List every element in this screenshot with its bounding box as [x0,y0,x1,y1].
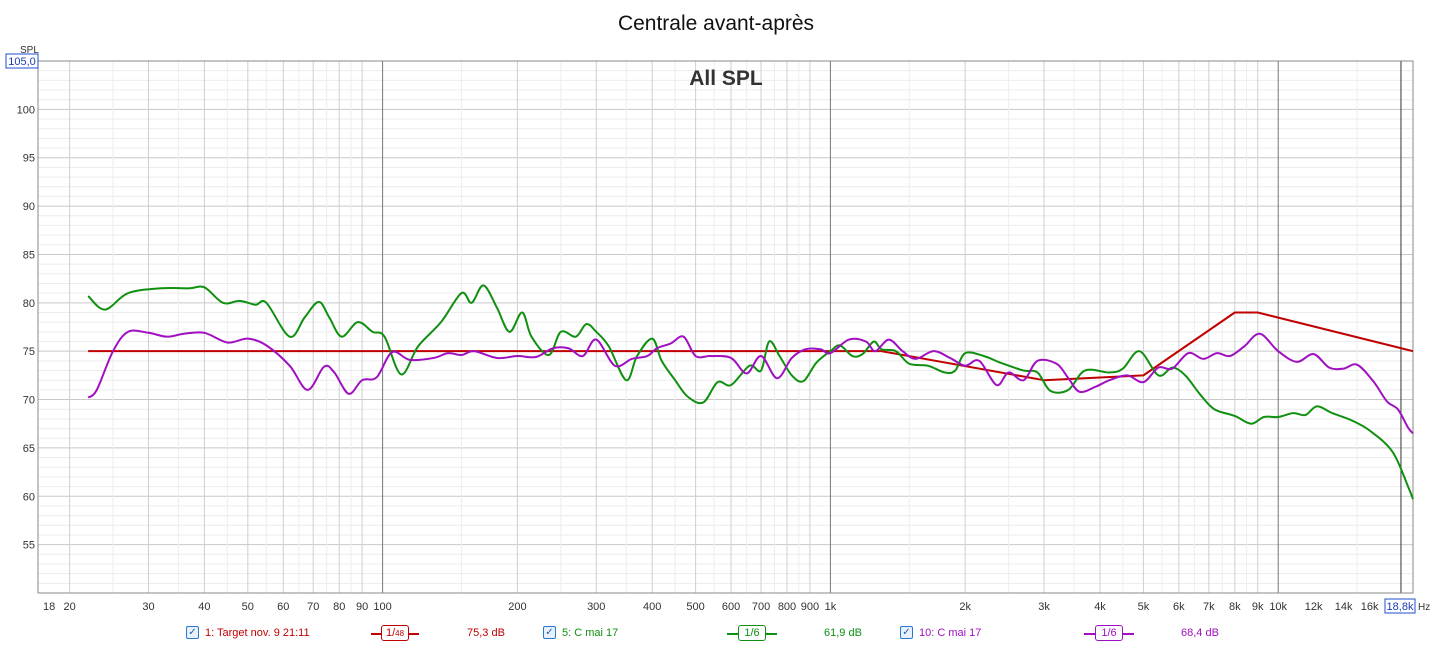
x-axis-unit: Hz [1418,602,1430,613]
y-tick-label: 70 [23,395,35,407]
series-2-line [87,284,1414,500]
grid [38,60,1414,594]
series-2-smoothing-button[interactable]: 1/6 [738,625,766,641]
y-tick-label: 95 [23,153,35,165]
x-tick-label: 80 [333,601,345,613]
x-tick-label: 1k [825,601,837,613]
x-tick-label: 300 [587,601,605,613]
series-3-smoothing-num: 1 [1101,627,1108,639]
y-tick-label: 100 [17,104,35,116]
y-tick-label: 60 [23,491,35,503]
y-axis-label: SPL [20,45,39,56]
series-2-level: 61,9 dB [824,627,862,639]
series-2-smoothing-den: 6 [753,627,760,639]
x-tick-label: 8k [1229,601,1241,613]
x-tick-label: 6k [1173,601,1185,613]
x-tick-label: 4k [1094,601,1106,613]
y-tick-label: 80 [23,298,35,310]
series-1-smoothing-den: 48 [395,629,405,638]
series-3-checkbox[interactable]: ✓ [900,626,913,639]
series-1-checkbox[interactable]: ✓ [186,626,199,639]
x-tick-label: 9k [1252,601,1264,613]
x-tick-label: 18 [43,601,55,613]
x-tick-label: 60 [277,601,289,613]
series-1-smoothing-num: 1 [385,627,393,639]
series-layer [87,284,1414,500]
y-tick-label: 55 [23,540,35,552]
x-tick-label: 100 [373,601,391,613]
x-tick-label: 600 [722,601,740,613]
series-2-smoothing-num: 1 [744,627,751,639]
series-1-smoothing-button[interactable]: 1/48 [381,625,409,641]
x-tick-label: 5k [1138,601,1150,613]
series-3-line [87,329,1414,435]
plot-frame [37,60,1414,594]
series-2-checkbox[interactable]: ✓ [543,626,556,639]
chart-title: Centrale avant-après [618,12,814,35]
y-tick-label: 90 [23,201,35,213]
x-tick-label: 16k [1361,601,1379,613]
series-1-line [88,311,1414,382]
x-tick-label: 3k [1038,601,1050,613]
y-tick-label: 85 [23,249,35,261]
y-max-readout-box[interactable] [5,53,39,69]
x-tick-label: 10k [1269,601,1287,613]
series-3-smoothing-button[interactable]: 1/6 [1095,625,1123,641]
legend: ✓ 1: Target nov. 9 21:11 1/48 75,3 dB ✓ … [0,625,1433,645]
x-tick-label: 12k [1305,601,1323,613]
y-axis-ticks: 55 60 65 70 75 80 85 90 95 100 [17,104,35,551]
x-tick-label: 40 [198,601,210,613]
x-tick-label: 700 [752,601,770,613]
series-3-label: 10: C mai 17 [919,627,982,639]
x-tick-label: 900 [801,601,819,613]
x-tick-label: 500 [686,601,704,613]
x-max-readout: 18,8k [1387,601,1414,613]
x-tick-label: 2k [959,601,971,613]
x-tick-label: 800 [778,601,796,613]
y-tick-label: 75 [23,346,35,358]
series-3-level: 68,4 dB [1181,627,1219,639]
x-tick-label: 90 [356,601,368,613]
chart-subtitle: All SPL [689,67,763,90]
series-1-label: 1: Target nov. 9 21:11 [205,627,310,639]
x-tick-label: 20 [63,601,75,613]
x-tick-label: 70 [307,601,319,613]
x-tick-label: 30 [142,601,154,613]
x-tick-label: 50 [242,601,254,613]
x-tick-label: 7k [1203,601,1215,613]
x-tick-label: 14k [1335,601,1353,613]
series-3-smoothing-den: 6 [1110,627,1117,639]
series-1-level: 75,3 dB [467,627,505,639]
series-2-label: 5: C mai 17 [562,627,619,639]
x-max-readout-box[interactable] [1384,598,1416,614]
y-tick-label: 65 [23,443,35,455]
x-tick-label: 400 [643,601,661,613]
y-max-readout: 105,0 [8,56,36,68]
x-tick-label: 200 [508,601,526,613]
x-axis-ticks: 18 20 30 40 50 60 70 80 90 100 200 300 400 500 600 700 8… [43,601,1379,613]
